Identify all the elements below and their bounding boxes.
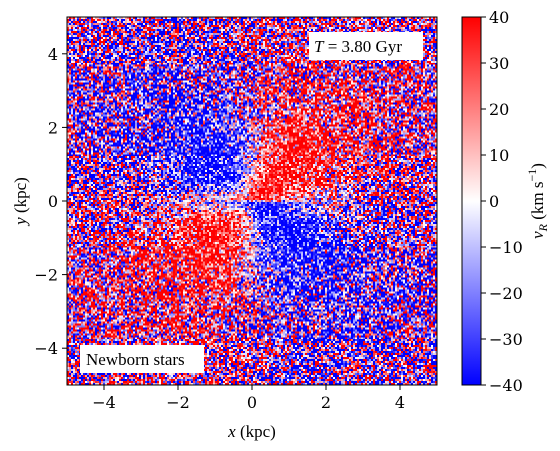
- y-tick-label: 4: [48, 45, 58, 64]
- colorbar-tick-label: 30: [489, 54, 509, 73]
- heatmap-image: [67, 17, 437, 385]
- y-axis-ticks: −4 −2 0 2 4: [34, 45, 67, 358]
- population-annotation-box: [80, 345, 204, 373]
- x-tick-label: 2: [321, 393, 331, 412]
- y-tick-label: 2: [48, 118, 58, 137]
- colorbar: 40 30 20 10 0 −10 −20 −30 −40 vR (km s−1): [461, 8, 550, 395]
- y-axis-label: y (kpc): [11, 177, 30, 227]
- colorbar-ticks: 40 30 20 10 0 −10 −20 −30 −40: [481, 8, 523, 395]
- population-annotation-text: Newborn stars: [86, 350, 185, 369]
- time-annotation-box: [309, 32, 423, 60]
- colorbar-tick-label: −40: [489, 376, 523, 395]
- population-annotation: Newborn stars: [80, 345, 204, 373]
- colorbar-label: vR (km s−1): [525, 163, 550, 239]
- y-tick-label: −2: [34, 266, 58, 285]
- colorbar-tick-label: 20: [489, 100, 509, 119]
- x-axis-label: x (kpc): [227, 422, 276, 441]
- colorbar-tick-label: 40: [489, 8, 509, 27]
- colorbar-tick-label: −30: [489, 330, 523, 349]
- x-tick-label: −4: [92, 393, 116, 412]
- colorbar-tick-label: −10: [489, 238, 523, 257]
- time-annotation-text: T = 3.80 Gyr: [314, 37, 402, 56]
- colorbar-tick-label: 0: [489, 192, 499, 211]
- x-axis-ticks: −4 −2 0 2 4: [92, 385, 405, 412]
- colorbar-tick-label: 10: [489, 146, 509, 165]
- heatmap-pixels: [67, 17, 437, 385]
- x-tick-label: 0: [247, 393, 257, 412]
- colorbar-gradient: [461, 16, 482, 386]
- y-tick-label: −4: [34, 339, 58, 358]
- time-annotation: T = 3.80 Gyr: [309, 32, 423, 60]
- x-tick-label: 4: [395, 393, 405, 412]
- x-tick-label: −2: [166, 393, 190, 412]
- colorbar-tick-label: −20: [489, 284, 523, 303]
- y-tick-label: 0: [48, 192, 58, 211]
